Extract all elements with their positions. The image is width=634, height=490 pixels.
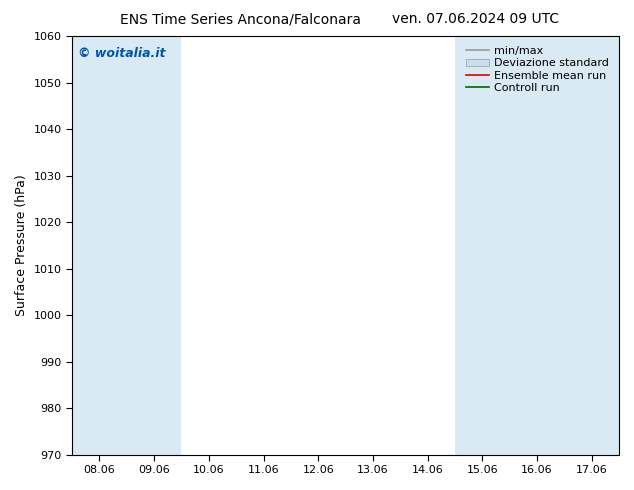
Text: © woitalia.it: © woitalia.it — [77, 47, 165, 60]
Bar — [510, 36, 619, 455]
Text: ENS Time Series Ancona/Falconara: ENS Time Series Ancona/Falconara — [120, 12, 361, 26]
Text: ven. 07.06.2024 09 UTC: ven. 07.06.2024 09 UTC — [392, 12, 559, 26]
Bar — [127, 36, 181, 455]
Bar — [72, 36, 127, 455]
Bar — [455, 36, 510, 455]
Legend: min/max, Deviazione standard, Ensemble mean run, Controll run: min/max, Deviazione standard, Ensemble m… — [462, 42, 614, 97]
Y-axis label: Surface Pressure (hPa): Surface Pressure (hPa) — [15, 174, 28, 316]
